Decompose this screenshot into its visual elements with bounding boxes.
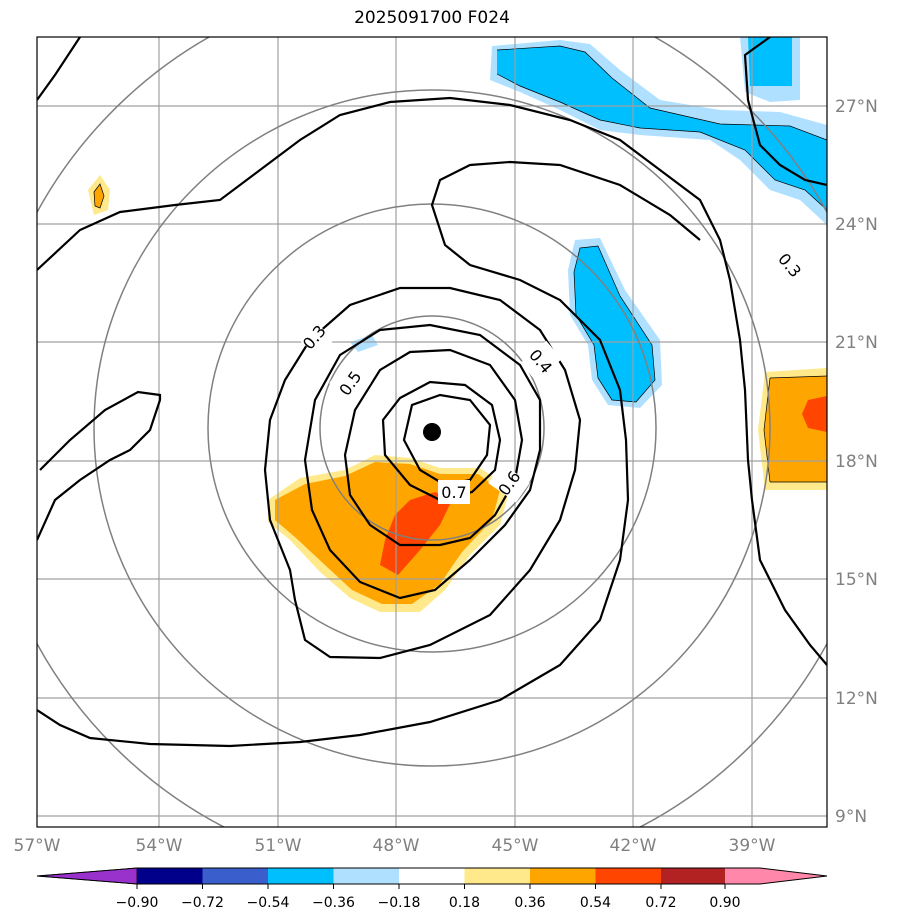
- lon-label-45w: 45°W: [492, 836, 539, 856]
- colorbar-swatch-5: [399, 868, 465, 884]
- lat-label-18n: 18°N: [835, 452, 878, 472]
- longitude-labels: 57°W 54°W 51°W 48°W 45°W 42°W 39°W: [14, 836, 776, 856]
- outline-ne-band-bottom: [496, 73, 827, 211]
- lon-label-48w: 48°W: [373, 836, 420, 856]
- contour-0.5: [303, 323, 542, 600]
- colorbar-ticks: [136, 884, 726, 889]
- shade-neg-dark-ne-band: [497, 46, 827, 210]
- colorbar-label-0.36: 0.36: [514, 895, 545, 911]
- lon-label-39w: 39°W: [729, 836, 776, 856]
- map-frame: [36, 36, 828, 828]
- lon-label-57w: 57°W: [14, 836, 61, 856]
- latitude-labels: 27°N 24°N 21°N 18°N 15°N 12°N 9°N: [835, 97, 878, 827]
- map-title: 2025091700 F024: [354, 8, 510, 28]
- outline-ne-band: [496, 45, 827, 141]
- colorbar-swatch-7: [530, 868, 596, 884]
- contour-0.3-ne: [743, 37, 827, 187]
- contour-0.3-nw: [37, 37, 81, 101]
- contour-0.3-west: [37, 390, 162, 541]
- contour-label-backgrounds: [293, 244, 811, 504]
- shading-outlines: [93, 45, 827, 483]
- colorbar-label-0.54: 0.54: [580, 895, 611, 911]
- colorbar-label-neg-0.36: −0.36: [312, 895, 355, 911]
- colorbar-label-neg-0.54: −0.54: [247, 895, 290, 911]
- colorbar: −0.90 −0.72 −0.54 −0.36 −0.18 0.18 0.36 …: [36, 867, 828, 911]
- lat-label-9n: 9°N: [835, 807, 867, 827]
- positive-anomaly-shading: [88, 175, 827, 612]
- colorbar-swatch-2: [202, 868, 268, 884]
- shade-neg-dark-ne-corner: [748, 37, 792, 86]
- colorbar-extend-right: [725, 868, 827, 884]
- lat-label-27n: 27°N: [835, 97, 878, 117]
- contour-0.6: [343, 348, 524, 547]
- colorbar-label-0.72: 0.72: [645, 895, 676, 911]
- contour-0.3-lower: [37, 160, 701, 748]
- shade-neg-dark-east-blob: [574, 246, 655, 402]
- colorbar-label-0.18: 0.18: [449, 895, 480, 911]
- contour-label-0.7: 0.7: [441, 483, 466, 502]
- lon-label-42w: 42°W: [610, 836, 657, 856]
- colorbar-extend-left: [36, 867, 138, 885]
- colorbar-swatch-4: [333, 868, 399, 884]
- colorbar-label-neg-0.72: −0.72: [181, 895, 224, 911]
- colorbar-label-0.90: 0.90: [709, 895, 740, 911]
- range-ring-3: [93, 89, 771, 767]
- outline-nw-small: [93, 183, 105, 209]
- shade-neg-light-small-west: [350, 335, 378, 352]
- negative-anomaly-shading: [350, 37, 827, 408]
- colorbar-swatch-8: [595, 868, 661, 884]
- outline-east-blob: [573, 245, 656, 403]
- lat-label-12n: 12°N: [835, 689, 878, 709]
- shade-pos-red-east: [802, 396, 827, 432]
- lat-label-21n: 21°N: [835, 333, 878, 353]
- shade-pos-orange-nw-small: [94, 184, 104, 208]
- lon-label-51w: 51°W: [255, 836, 302, 856]
- storm-center-marker: [423, 423, 441, 441]
- lat-label-24n: 24°N: [835, 215, 878, 235]
- range-ring-1: [319, 315, 545, 541]
- map-area: [37, 37, 827, 827]
- graticule: [37, 37, 827, 827]
- shade-pos-red-main: [380, 492, 452, 575]
- lat-label-15n: 15°N: [835, 570, 878, 590]
- colorbar-swatch-9: [661, 868, 725, 884]
- colorbar-label-neg-0.18: −0.18: [378, 895, 421, 911]
- contour-0.3-outer: [37, 96, 827, 666]
- contours: [37, 37, 827, 748]
- colorbar-swatch-6: [464, 868, 530, 884]
- colorbar-swatch-3: [268, 868, 334, 884]
- colorbar-swatch-1: [137, 868, 203, 884]
- contour-0.4: [263, 286, 582, 660]
- colorbar-label-neg-0.90: −0.90: [116, 895, 159, 911]
- lon-label-54w: 54°W: [136, 836, 183, 856]
- contour-0.7: [381, 380, 502, 502]
